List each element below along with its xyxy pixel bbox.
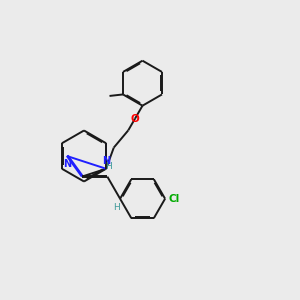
Text: O: O [130,114,140,124]
Text: N: N [102,156,110,166]
Text: H: H [113,203,120,212]
Text: N: N [63,159,71,169]
Text: H: H [106,162,112,171]
Text: Cl: Cl [169,194,180,204]
